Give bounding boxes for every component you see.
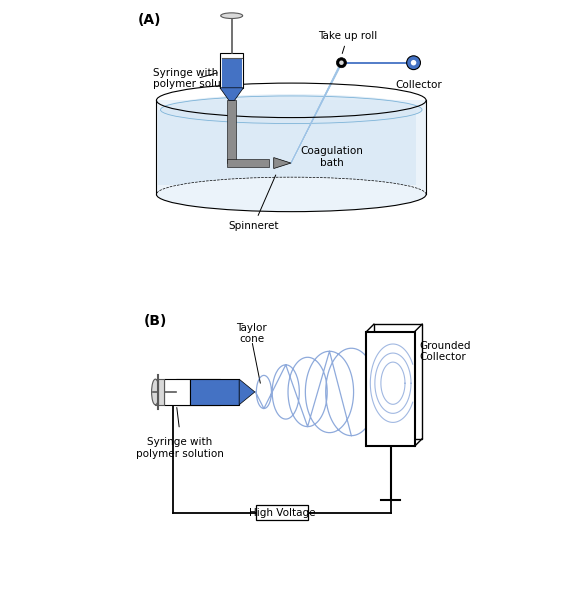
Text: Collector: Collector [395, 80, 442, 90]
Text: Syringe with
polymer solution: Syringe with polymer solution [153, 68, 241, 89]
Text: Spinneret: Spinneret [229, 175, 279, 231]
Ellipse shape [221, 13, 243, 19]
Circle shape [406, 56, 421, 69]
Bar [164, 379, 190, 405]
FancyBboxPatch shape [256, 505, 308, 520]
Text: Coagulation
bath: Coagulation bath [300, 146, 364, 168]
Bar [158, 379, 164, 405]
Bar [156, 379, 159, 405]
Bar [177, 379, 199, 405]
Text: Take up roll: Take up roll [318, 31, 377, 54]
Polygon shape [239, 379, 255, 405]
Text: Grounded
Collector: Grounded Collector [419, 341, 471, 362]
Ellipse shape [161, 94, 422, 125]
Circle shape [411, 60, 416, 66]
Text: High Voltage: High Voltage [249, 508, 315, 517]
Bar [227, 100, 236, 163]
Polygon shape [274, 157, 291, 168]
Bar [367, 332, 414, 446]
Ellipse shape [152, 379, 159, 405]
Bar [222, 58, 242, 88]
Bar [190, 379, 239, 405]
Bar [220, 53, 243, 88]
Polygon shape [220, 88, 243, 100]
Bar [227, 159, 269, 168]
Bar [374, 324, 422, 439]
Text: Taylor
cone: Taylor cone [237, 323, 267, 344]
Bar [158, 110, 417, 185]
Text: Syringe with
polymer solution: Syringe with polymer solution [136, 437, 223, 459]
Bar [199, 379, 220, 405]
Circle shape [336, 58, 347, 68]
Text: (A): (A) [137, 13, 161, 27]
Ellipse shape [156, 177, 426, 212]
Text: (B): (B) [143, 314, 166, 327]
Circle shape [339, 60, 344, 65]
Bar [156, 100, 426, 194]
